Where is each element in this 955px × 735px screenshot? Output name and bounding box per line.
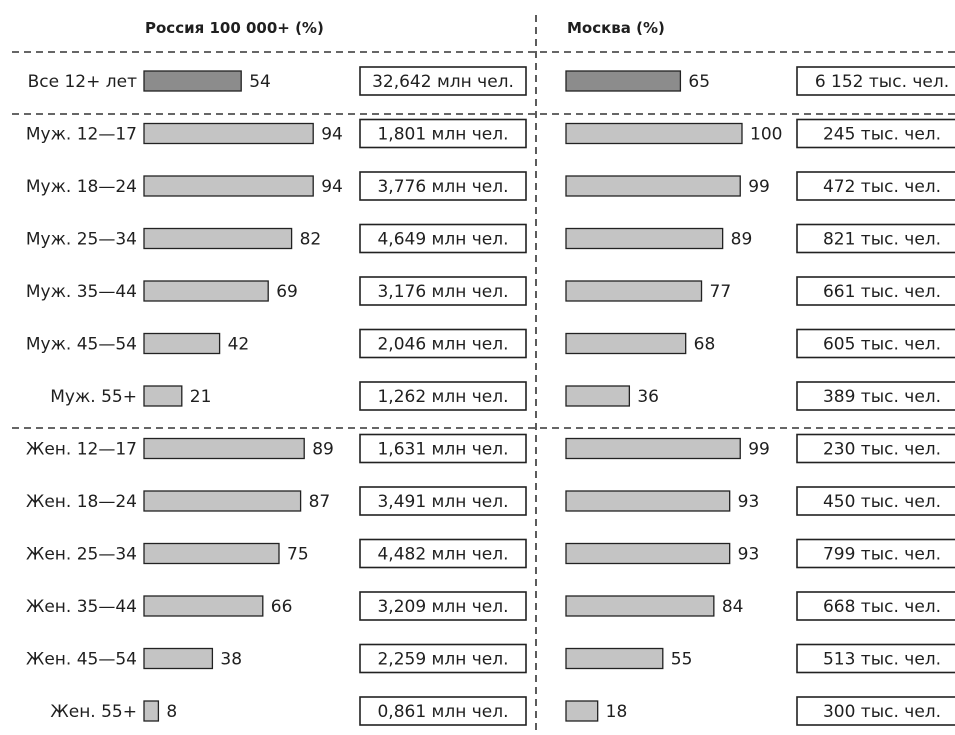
bar: [144, 439, 304, 459]
bar: [566, 544, 730, 564]
bar: [144, 701, 158, 721]
row-label: Все 12+ лет: [28, 72, 137, 92]
bar-value-label: 82: [300, 230, 322, 250]
row-label: Муж. 18—24: [26, 177, 137, 197]
absolute-value-label: 2,046 млн чел.: [377, 335, 508, 355]
bar: [566, 439, 740, 459]
bar: [144, 71, 241, 91]
bar: [144, 281, 268, 301]
absolute-value-label: 661 тыс. чел.: [823, 282, 941, 302]
absolute-value-label: 4,649 млн чел.: [377, 230, 508, 250]
bar-value-label: 93: [738, 545, 760, 565]
row-label: Муж. 55+: [50, 387, 137, 407]
bar: [566, 176, 740, 196]
absolute-value-label: 3,209 млн чел.: [377, 597, 508, 617]
bar: [144, 544, 279, 564]
absolute-value-label: 245 тыс. чел.: [823, 125, 941, 145]
absolute-value-label: 3,776 млн чел.: [377, 177, 508, 197]
bar-value-label: 66: [271, 597, 293, 617]
bar-value-label: 55: [671, 650, 693, 670]
absolute-value-label: 300 тыс. чел.: [823, 702, 941, 722]
bar: [566, 491, 730, 511]
absolute-value-label: 605 тыс. чел.: [823, 335, 941, 355]
absolute-value-label: 2,259 млн чел.: [377, 650, 508, 670]
absolute-value-label: 513 тыс. чел.: [823, 650, 941, 670]
row-label: Жен. 35—44: [26, 597, 137, 617]
bar-value-label: 99: [748, 177, 770, 197]
bar-value-label: 8: [166, 702, 177, 722]
absolute-value-label: 0,861 млн чел.: [377, 702, 508, 722]
bar-value-label: 99: [748, 440, 770, 460]
absolute-value-label: 4,482 млн чел.: [377, 545, 508, 565]
absolute-value-label: 1,262 млн чел.: [377, 387, 508, 407]
bar-value-label: 89: [312, 440, 334, 460]
bar: [566, 124, 742, 144]
absolute-value-label: 450 тыс. чел.: [823, 492, 941, 512]
row-label: Жен. 12—17: [26, 440, 137, 460]
absolute-value-label: 230 тыс. чел.: [823, 440, 941, 460]
absolute-value-label: 3,176 млн чел.: [377, 282, 508, 302]
absolute-value-label: 3,491 млн чел.: [377, 492, 508, 512]
absolute-value-label: 472 тыс. чел.: [823, 177, 941, 197]
bar-value-label: 68: [694, 335, 716, 355]
bar-value-label: 77: [710, 282, 732, 302]
bar-value-label: 89: [731, 230, 753, 250]
absolute-value-label: 799 тыс. чел.: [823, 545, 941, 565]
row-label: Жен. 25—34: [26, 545, 137, 565]
bar: [144, 386, 182, 406]
bar-value-label: 38: [220, 650, 242, 670]
absolute-value-label: 32,642 млн чел.: [372, 72, 514, 92]
bar-value-label: 94: [321, 177, 343, 197]
bar: [566, 229, 723, 249]
row-label: Жен. 55+: [50, 702, 137, 722]
absolute-value-label: 1,801 млн чел.: [377, 125, 508, 145]
bar: [566, 334, 686, 354]
absolute-value-label: 6 152 тыс. чел.: [815, 72, 949, 92]
panel-title: Россия 100 000+ (%): [145, 19, 324, 37]
bar: [566, 71, 680, 91]
bar: [144, 176, 313, 196]
row-label: Муж. 45—54: [26, 335, 137, 355]
bar: [566, 649, 663, 669]
bar-value-label: 21: [190, 387, 212, 407]
row-label: Муж. 12—17: [26, 125, 137, 145]
row-label: Жен. 18—24: [26, 492, 137, 512]
bar: [144, 229, 292, 249]
bar-value-label: 18: [606, 702, 628, 722]
bar-value-label: 93: [738, 492, 760, 512]
bar: [566, 596, 714, 616]
bar: [144, 596, 263, 616]
bar-value-label: 94: [321, 125, 343, 145]
absolute-value-label: 1,631 млн чел.: [377, 440, 508, 460]
bar: [566, 281, 702, 301]
absolute-value-label: 389 тыс. чел.: [823, 387, 941, 407]
bar: [144, 334, 220, 354]
panel-title: Москва (%): [567, 19, 665, 37]
bar: [566, 386, 629, 406]
bar: [144, 124, 313, 144]
absolute-value-label: 821 тыс. чел.: [823, 230, 941, 250]
bar-value-label: 84: [722, 597, 744, 617]
bar-value-label: 54: [249, 72, 271, 92]
bar-value-label: 42: [228, 335, 250, 355]
row-label: Муж. 35—44: [26, 282, 137, 302]
bar-value-label: 75: [287, 545, 309, 565]
row-label: Жен. 45—54: [26, 650, 137, 670]
bar-value-label: 87: [309, 492, 331, 512]
bar-value-label: 36: [637, 387, 659, 407]
bar: [144, 491, 301, 511]
bar: [566, 701, 598, 721]
bar-value-label: 100: [750, 125, 782, 145]
bar-value-label: 65: [688, 72, 710, 92]
bar: [144, 649, 212, 669]
bar-value-label: 69: [276, 282, 298, 302]
absolute-value-label: 668 тыс. чел.: [823, 597, 941, 617]
row-label: Муж. 25—34: [26, 230, 137, 250]
